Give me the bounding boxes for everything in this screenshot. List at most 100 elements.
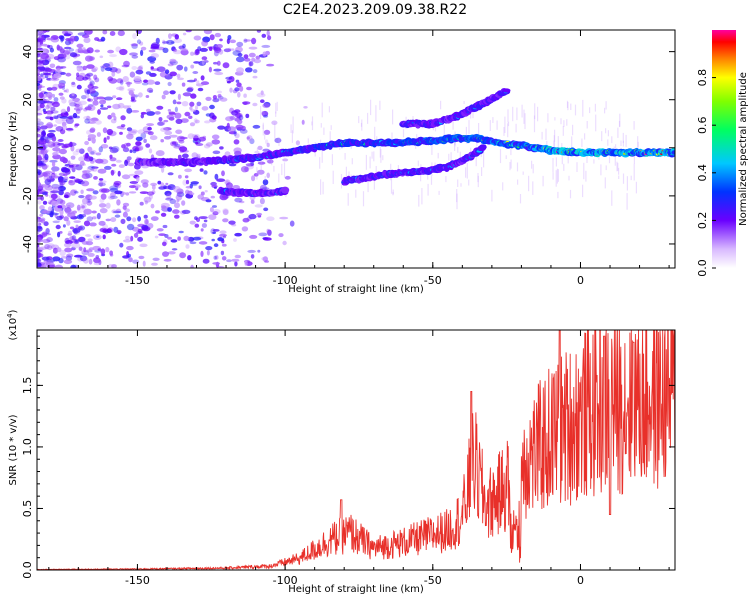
noise-speckle — [50, 110, 59, 114]
noise-speckle — [37, 47, 43, 51]
noise-speckle — [53, 155, 58, 159]
noise-speckle — [141, 82, 149, 86]
noise-speckle — [65, 128, 74, 131]
noise-speckle — [227, 126, 236, 132]
noise-speckle — [106, 128, 114, 136]
noise-speckle — [234, 109, 241, 114]
x-tick-label: -150 — [125, 274, 150, 287]
noise-speckle — [146, 123, 155, 127]
noise-speckle — [110, 169, 115, 176]
noise-speckle — [118, 164, 125, 169]
noise-speckle — [41, 163, 48, 170]
noise-speckle — [37, 121, 44, 126]
noise-speckle — [252, 69, 258, 74]
noise-speckle — [77, 32, 87, 36]
noise-speckle — [37, 112, 43, 116]
noise-streak — [390, 177, 393, 194]
noise-speckle — [186, 87, 194, 93]
noise-speckle — [148, 90, 153, 93]
noise-speckle — [140, 49, 144, 57]
noise-speckle — [129, 71, 136, 78]
noise-speckle — [171, 141, 177, 145]
noise-speckle — [98, 188, 108, 193]
noise-speckle — [73, 228, 78, 235]
noise-speckle — [93, 176, 98, 180]
noise-speckle — [93, 262, 102, 266]
noise-speckle — [93, 74, 98, 80]
noise-speckle — [56, 215, 63, 221]
noise-speckle — [105, 246, 110, 253]
noise-speckle — [86, 115, 91, 121]
noise-speckle — [173, 50, 182, 55]
noise-speckle — [196, 101, 202, 107]
spectrogram-y-ticks: -40 -20 0 20 40 — [21, 45, 675, 253]
noise-speckle — [169, 90, 176, 95]
noise-streak — [450, 152, 452, 166]
noise-speckle — [252, 124, 261, 129]
noise-speckle — [225, 76, 233, 80]
noise-streak — [563, 120, 565, 127]
noise-speckle — [174, 202, 180, 209]
noise-speckle — [235, 46, 243, 53]
noise-speckle — [240, 128, 248, 134]
noise-speckle — [38, 160, 45, 164]
noise-speckle — [70, 82, 77, 88]
noise-streak — [553, 135, 555, 148]
noise-speckle — [235, 56, 245, 63]
noise-streak — [553, 140, 555, 151]
noise-speckle — [46, 87, 53, 91]
noise-speckle — [86, 167, 91, 171]
noise-speckle — [109, 154, 113, 159]
noise-speckle — [166, 114, 175, 120]
noise-speckle — [65, 202, 75, 209]
noise-speckle — [59, 66, 67, 69]
noise-speckle — [234, 197, 243, 203]
noise-speckle — [110, 192, 116, 198]
noise-speckle — [103, 63, 110, 68]
noise-speckle — [102, 127, 108, 134]
noise-speckle — [148, 49, 156, 53]
noise-speckle — [146, 111, 156, 116]
noise-speckle — [134, 163, 141, 170]
trace-halo — [502, 88, 511, 93]
noise-speckle — [234, 261, 238, 267]
noise-streak — [391, 132, 393, 145]
noise-speckle — [41, 231, 48, 237]
noise-speckle — [98, 220, 106, 226]
noise-speckle — [205, 96, 212, 101]
noise-streak — [417, 160, 419, 167]
noise-speckle — [88, 258, 93, 265]
noise-streak — [604, 107, 606, 114]
noise-speckle — [209, 104, 215, 110]
noise-streak — [633, 121, 635, 130]
noise-streak — [452, 114, 454, 130]
noise-streak — [516, 107, 518, 121]
noise-streak — [541, 131, 543, 140]
noise-speckle — [37, 52, 42, 56]
noise-streak — [517, 179, 519, 185]
noise-speckle — [250, 199, 255, 204]
noise-streak — [320, 179, 322, 195]
noise-speckle — [37, 262, 42, 267]
noise-speckle — [182, 153, 189, 159]
noise-speckle — [61, 98, 67, 104]
noise-speckle — [115, 159, 122, 163]
noise-speckle — [128, 91, 135, 94]
noise-streak — [375, 105, 377, 122]
noise-speckle — [37, 216, 41, 219]
noise-speckle — [51, 101, 60, 108]
noise-speckle — [102, 30, 108, 35]
noise-speckle — [166, 193, 172, 200]
noise-speckle — [144, 218, 149, 225]
noise-speckle — [51, 161, 56, 167]
noise-streak — [379, 100, 381, 110]
snr-x-axis-label: Height of straight line (km) — [288, 584, 424, 595]
noise-streak — [323, 127, 325, 135]
noise-speckle — [55, 65, 62, 71]
noise-speckle — [200, 75, 205, 81]
noise-speckle — [184, 66, 188, 72]
noise-speckle — [86, 216, 94, 222]
noise-speckle — [125, 235, 130, 240]
noise-speckle — [125, 192, 130, 196]
noise-streak — [528, 175, 530, 192]
